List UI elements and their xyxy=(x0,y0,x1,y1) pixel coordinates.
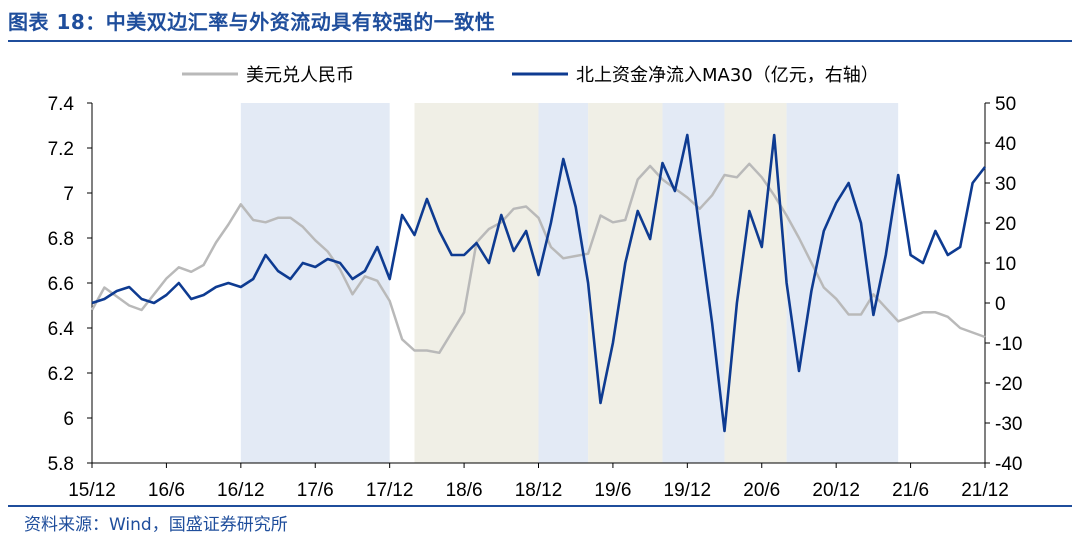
source-divider xyxy=(8,505,1072,507)
y-left-tick-label: 5.8 xyxy=(48,454,74,475)
x-tick-label: 20/12 xyxy=(812,480,860,501)
x-tick-label: 16/6 xyxy=(148,480,185,501)
legend-label-2: 北上资金净流入MA30（亿元，右轴） xyxy=(576,65,879,86)
title-divider xyxy=(8,40,1072,42)
shaded-period-3 xyxy=(538,103,589,463)
y-right-tick-label: -10 xyxy=(995,334,1022,355)
shaded-period-1 xyxy=(240,103,390,463)
x-tick-label: 18/12 xyxy=(515,480,563,501)
x-tick-label: 15/12 xyxy=(68,480,116,501)
x-tick-label: 17/6 xyxy=(297,480,334,501)
y-left-tick-label: 6.8 xyxy=(48,229,74,250)
y-left-tick-label: 6.2 xyxy=(48,364,74,385)
x-tick-label: 19/6 xyxy=(594,480,631,501)
y-right-tick-label: 20 xyxy=(995,214,1016,235)
y-left-tick-label: 6 xyxy=(63,409,74,430)
legend-label-1: 美元兑人民币 xyxy=(246,65,354,86)
shaded-period-7 xyxy=(786,103,899,463)
x-tick-label: 19/12 xyxy=(664,480,712,501)
axes: 7.4 7.2 7 6.8 6.6 6.4 6.2 6 5.8 50 40 30 20 10 0 -10 -20… xyxy=(48,94,1023,501)
y-right-tick-label: 50 xyxy=(995,94,1016,115)
x-tick-label: 21/12 xyxy=(961,480,1009,501)
y-right-tick-label: 10 xyxy=(995,254,1016,275)
shaded-period-5 xyxy=(662,103,725,463)
series-lines xyxy=(90,133,987,433)
x-tick-label: 17/12 xyxy=(366,480,414,501)
series-line-usdcny xyxy=(90,162,986,355)
shaded-period-2 xyxy=(414,103,539,463)
shaded-period-4 xyxy=(588,103,663,463)
shaded-periods xyxy=(240,103,899,463)
y-left-tick-label: 7 xyxy=(63,184,74,205)
y-right-tick-label: -40 xyxy=(995,454,1022,475)
series-line-northbound xyxy=(91,133,987,433)
y-right-tick-label: 40 xyxy=(995,134,1016,155)
legend: 美元兑人民币 北上资金净流入MA30（亿元，右轴） xyxy=(182,65,879,86)
x-tick-label: 20/6 xyxy=(743,480,780,501)
chart-title: 图表 18：中美双边汇率与外资流动具有较强的一致性 xyxy=(8,10,496,34)
y-right-tick-label: -30 xyxy=(995,414,1022,435)
x-tick-label: 16/12 xyxy=(217,480,265,501)
source-note: 资料来源：Wind，国盛证券研究所 xyxy=(24,515,288,535)
y-right-tick-label: 0 xyxy=(995,294,1006,315)
y-right-tick-label: 30 xyxy=(995,174,1016,195)
x-tick-label: 18/6 xyxy=(446,480,483,501)
y-left-tick-label: 7.4 xyxy=(48,94,75,115)
y-right-tick-label: -20 xyxy=(995,374,1022,395)
y-left-tick-label: 7.2 xyxy=(48,139,74,160)
y-left-tick-label: 6.6 xyxy=(48,274,74,295)
y-left-tick-label: 6.4 xyxy=(48,319,75,340)
x-tick-label: 21/6 xyxy=(892,480,929,501)
